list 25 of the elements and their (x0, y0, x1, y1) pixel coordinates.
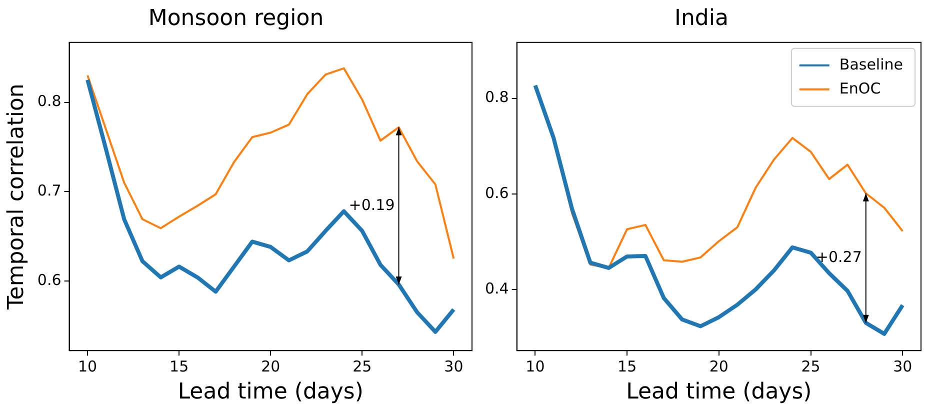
x-tick-label: 20 (709, 357, 728, 376)
x-tick-label: 25 (801, 357, 820, 376)
x-tick-label: 10 (526, 357, 545, 376)
y-tick-label: 0.6 (484, 184, 509, 202)
chart-title: Monsoon region (148, 6, 324, 31)
y-tick-label: 0.7 (37, 181, 62, 200)
x-tick-label: 15 (170, 357, 189, 376)
chart-title: India (674, 6, 728, 31)
y-tick-label: 0.8 (37, 92, 62, 110)
y-tick-label: 0.4 (484, 279, 509, 298)
x-axis-title: Lead time (days) (178, 380, 364, 405)
x-tick-label: 25 (352, 357, 372, 376)
annotation: +0.19 (348, 196, 395, 214)
legend-label: EnOC (839, 79, 881, 98)
y-axis-title: Temporal correlation (4, 84, 29, 310)
annotation: +0.27 (816, 248, 862, 266)
x-tick-label: 15 (618, 357, 637, 376)
x-tick-label: 10 (78, 357, 98, 376)
y-tick-label: 0.6 (37, 270, 62, 289)
y-tick-label: 0.8 (484, 88, 509, 106)
x-axis-title: Lead time (days) (626, 380, 812, 405)
legend-label: Baseline (839, 55, 904, 74)
x-tick-label: 30 (893, 357, 912, 376)
x-tick-label: 20 (261, 357, 280, 376)
x-tick-label: 30 (444, 357, 464, 376)
